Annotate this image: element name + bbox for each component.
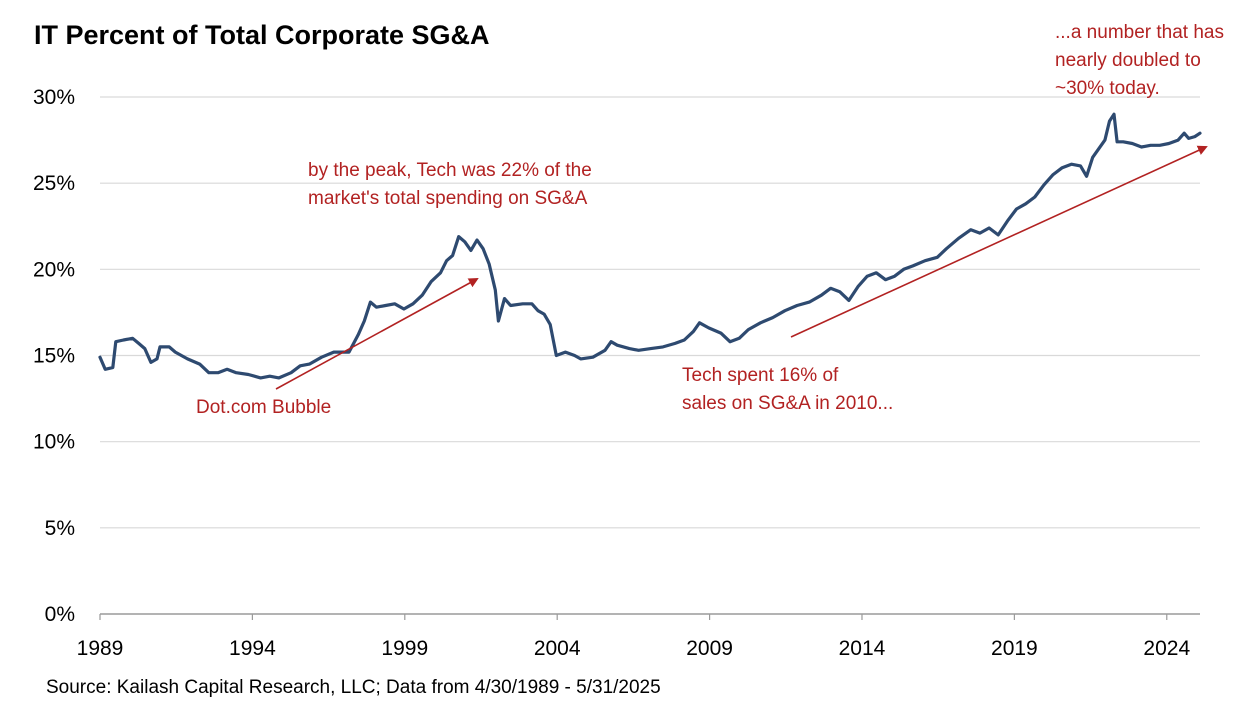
source-note: Source: Kailash Capital Research, LLC; D… [46, 677, 661, 698]
x-tick-label: 2014 [839, 637, 886, 660]
x-axis-ticks: 1989 1994 1999 2004 2009 2014 2019 2024 [77, 614, 1190, 660]
y-tick-label: 30% [33, 86, 75, 109]
y-axis-ticks: 0% 5% 10% 15% 20% 25% 30% [33, 86, 75, 626]
annotation-peak-line-2: market's total spending on SG&A [308, 188, 588, 209]
gridlines [100, 96, 1200, 615]
annotation-2010: Tech spent 16% of sales on SG&A in 2010.… [682, 362, 893, 418]
x-tick-label: 2024 [1143, 637, 1190, 660]
y-tick-label: 25% [33, 172, 75, 195]
y-tick-label: 20% [33, 258, 75, 281]
x-tick-label: 2019 [991, 637, 1038, 660]
annotation-2010-line-2: sales on SG&A in 2010... [682, 393, 894, 414]
annotation-peak-line-1: by the peak, Tech was 22% of the [308, 160, 592, 181]
y-tick-label: 15% [33, 345, 75, 368]
x-tick-label: 1999 [381, 637, 428, 660]
annotation-peak: by the peak, Tech was 22% of the market'… [308, 157, 592, 213]
x-tick-label: 2009 [686, 637, 733, 660]
annotation-today-line-1: ...a number that has [1055, 22, 1224, 43]
y-tick-label: 10% [33, 431, 75, 454]
series-layer [98, 112, 1202, 380]
y-tick-label: 5% [45, 517, 75, 540]
dotcom-arrow [275, 278, 479, 390]
annotation-dotcom-line-1: Dot.com Bubble [196, 397, 332, 418]
annotation-today-line-3: ~30% today. [1055, 78, 1160, 99]
chart-title: IT Percent of Total Corporate SG&A [34, 20, 490, 50]
series-line [98, 112, 1202, 380]
annotation-dotcom: Dot.com Bubble [196, 394, 331, 422]
trend-arrow [790, 145, 1208, 338]
annotation-2010-line-1: Tech spent 16% of [682, 365, 839, 386]
annotation-today-line-2: nearly doubled to [1055, 50, 1201, 71]
x-tick-label: 1994 [229, 637, 276, 660]
annotation-today: ...a number that has nearly doubled to ~… [1055, 19, 1224, 103]
x-tick-label: 2004 [534, 637, 581, 660]
annotation-arrows [275, 145, 1208, 390]
x-tick-label: 1989 [77, 637, 124, 660]
y-tick-label: 0% [45, 603, 75, 626]
